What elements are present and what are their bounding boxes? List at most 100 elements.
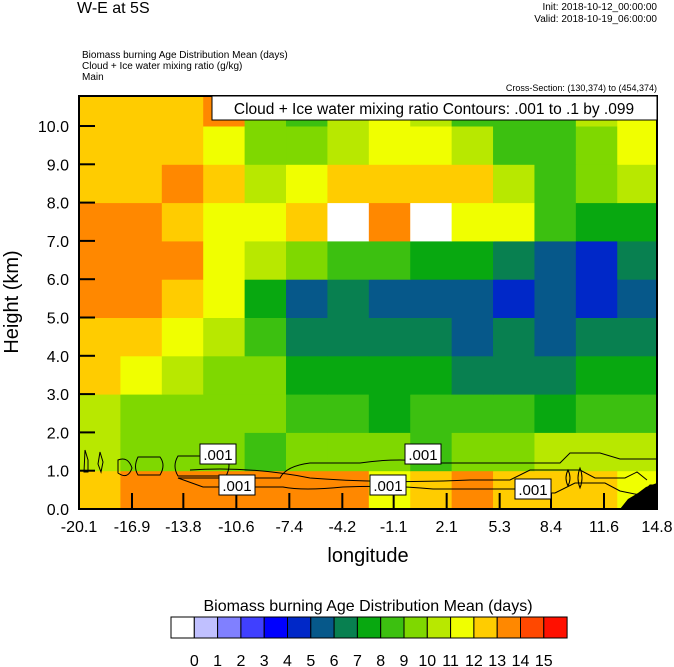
colorbar-box bbox=[356, 616, 382, 639]
contour-label-3: .001 bbox=[404, 443, 442, 465]
heatmap-cell bbox=[327, 394, 370, 433]
heatmap-cell bbox=[244, 355, 287, 395]
colorbar-box bbox=[473, 616, 498, 639]
heatmap-cell bbox=[617, 317, 657, 357]
heatmap-cell bbox=[120, 96, 163, 127]
colorbar-label: 7 bbox=[353, 653, 362, 667]
cross-section-label: Cross-Section: (130,374) to (454,374) bbox=[505, 83, 657, 93]
heatmap-cell bbox=[161, 164, 204, 204]
heatmap-cell bbox=[120, 279, 163, 318]
heatmap-cell bbox=[493, 432, 535, 472]
colorbar-box bbox=[170, 616, 195, 639]
heatmap-cell bbox=[534, 394, 577, 433]
heatmap-cell bbox=[286, 470, 328, 509]
x-tick-label: 11.6 bbox=[589, 519, 619, 536]
heatmap-cell bbox=[203, 394, 246, 433]
heatmap-cell bbox=[286, 279, 328, 318]
heatmap-cell bbox=[161, 96, 204, 127]
heatmap-cell bbox=[327, 164, 370, 204]
heatmap-cell bbox=[244, 394, 287, 433]
heatmap-cell bbox=[161, 202, 204, 242]
heatmap-cell bbox=[410, 394, 453, 433]
heatmap-cell bbox=[410, 279, 453, 318]
svg-text:.001: .001 bbox=[373, 478, 402, 495]
terrain bbox=[620, 483, 657, 509]
heatmap-cell bbox=[120, 317, 163, 357]
colorbar-label: 14 bbox=[512, 653, 530, 667]
heatmap-cell bbox=[617, 355, 657, 395]
heatmap-cell bbox=[327, 317, 370, 357]
heatmap-cell bbox=[617, 164, 657, 204]
y-tick-label: 1.0 bbox=[47, 464, 69, 481]
field-label-cloud: Cloud + Ice water mixing ratio (g/kg) bbox=[82, 61, 243, 72]
heatmap-cell bbox=[244, 126, 287, 165]
heatmap-cell bbox=[368, 394, 411, 433]
heatmap-cell bbox=[327, 240, 370, 280]
colorbar-box bbox=[496, 616, 522, 639]
heatmap-cell bbox=[79, 279, 121, 318]
colorbar-title: Biomass burning Age Distribution Mean (d… bbox=[203, 598, 532, 615]
y-tick-label: 0.0 bbox=[47, 502, 69, 519]
heatmap-cell bbox=[120, 202, 163, 242]
colorbar: 0 1 2 3 4 5 6 7 8 9 10 11 12 13 14 15 bbox=[170, 616, 568, 667]
heatmap-cell bbox=[451, 432, 494, 472]
heatmap-cell bbox=[203, 164, 246, 204]
colorbar-box bbox=[193, 616, 219, 639]
heatmap-cell bbox=[79, 126, 121, 165]
x-tick-label: -16.9 bbox=[114, 519, 151, 536]
heatmap-cell bbox=[575, 355, 618, 395]
y-tick-label: 9.0 bbox=[47, 157, 69, 174]
colorbar-box bbox=[263, 616, 289, 639]
heatmap-cell bbox=[368, 164, 411, 204]
heatmap-cell bbox=[534, 202, 577, 242]
heatmap-cell bbox=[410, 317, 453, 357]
heatmap-cell bbox=[575, 432, 618, 472]
heatmap-cell bbox=[410, 470, 453, 509]
heatmap-cell bbox=[534, 164, 577, 204]
heatmap-cell bbox=[244, 202, 287, 242]
heatmap-cell bbox=[534, 317, 577, 357]
heatmap-cell bbox=[203, 202, 246, 242]
plot-title: W-E at 5S bbox=[77, 0, 150, 17]
heatmap-cell bbox=[575, 317, 618, 357]
heatmap-cell bbox=[161, 126, 204, 165]
colorbar-label: 10 bbox=[418, 653, 436, 667]
heatmap-cells bbox=[79, 96, 657, 509]
contour-line bbox=[189, 468, 648, 483]
heatmap-cell bbox=[617, 432, 657, 472]
heatmap-cell bbox=[161, 279, 204, 318]
heatmap-cell bbox=[451, 202, 494, 242]
heatmap-cell bbox=[120, 470, 163, 509]
heatmap-cell bbox=[575, 470, 618, 509]
y-tick-label: 2.0 bbox=[47, 425, 69, 442]
heatmap-cell bbox=[368, 355, 411, 395]
colorbar-box bbox=[333, 616, 358, 639]
heatmap-cell bbox=[286, 240, 328, 280]
heatmap-cell bbox=[493, 240, 535, 280]
heatmap-cell bbox=[451, 394, 494, 433]
heatmap-cell bbox=[327, 432, 370, 472]
heatmap-cell bbox=[244, 279, 287, 318]
heatmap-cell bbox=[120, 164, 163, 204]
heatmap-cell bbox=[203, 355, 246, 395]
colorbar-box bbox=[287, 616, 312, 639]
contour-label-4: .001 bbox=[369, 474, 407, 496]
colorbar-label: 15 bbox=[535, 653, 553, 667]
colorbar-box bbox=[217, 616, 242, 639]
colorbar-label: 12 bbox=[465, 653, 483, 667]
colorbar-label: 2 bbox=[236, 653, 245, 667]
heatmap-cell bbox=[286, 202, 328, 242]
x-tick-label: -13.8 bbox=[165, 519, 202, 536]
y-tick-label: 6.0 bbox=[47, 272, 69, 289]
x-tick-label: -7.4 bbox=[276, 519, 304, 536]
x-tick-label: -10.6 bbox=[218, 519, 255, 536]
colorbar-label: 5 bbox=[306, 653, 315, 667]
heatmap-cell bbox=[79, 96, 121, 127]
heatmap-cell bbox=[327, 202, 370, 242]
heatmap-cell bbox=[368, 126, 411, 165]
heatmap-cell bbox=[79, 470, 121, 509]
heatmap-cell bbox=[327, 126, 370, 165]
init-time: Init: 2018-10-12_00:00:00 bbox=[542, 2, 657, 13]
contour-label-2: .001 bbox=[218, 474, 256, 496]
heatmap-cell bbox=[451, 126, 494, 165]
